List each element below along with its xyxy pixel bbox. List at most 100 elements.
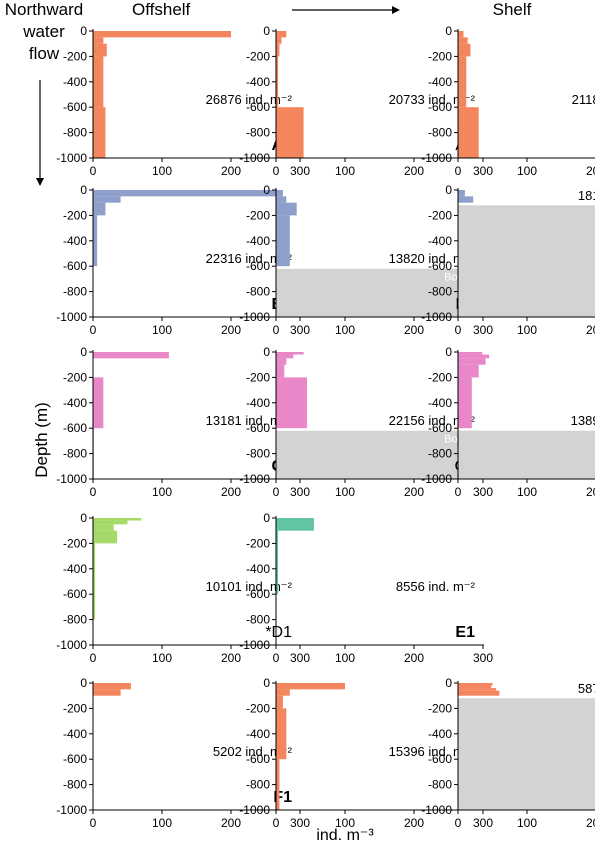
right-arrow-icon <box>292 6 400 14</box>
bottom-area <box>276 268 483 317</box>
bar <box>276 202 297 216</box>
y-tick-label: 0 <box>80 183 87 197</box>
y-tick-label: -1000 <box>56 638 87 652</box>
bar <box>458 358 486 365</box>
y-tick-label: -800 <box>428 285 452 299</box>
y-tick-label: -400 <box>246 396 270 410</box>
bar <box>93 352 169 359</box>
total-abundance-label: 13892 ind. m⁻² <box>571 413 595 428</box>
y-tick-label: -1000 <box>239 803 270 817</box>
bar <box>93 524 114 531</box>
bar <box>276 43 280 57</box>
x-tick-label: 0 <box>90 651 97 665</box>
bar <box>276 354 294 359</box>
y-tick-label: -800 <box>246 285 270 299</box>
y-tick-label: -1000 <box>239 472 270 486</box>
x-tick-label: 100 <box>152 485 172 499</box>
x-tick-label: 200 <box>404 651 424 665</box>
x-tick-label: 0 <box>273 323 280 337</box>
x-tick-label: 200 <box>404 816 424 830</box>
bar <box>458 43 471 57</box>
y-tick-label: -600 <box>246 587 270 601</box>
y-tick-label: -200 <box>63 208 87 222</box>
panel-b3: Bottom0-200-400-600-800-1000010020030018… <box>421 183 595 337</box>
total-abundance-label: 15396 ind. m⁻² <box>389 744 476 759</box>
bar <box>93 377 104 429</box>
y-tick-label: -400 <box>428 396 452 410</box>
x-axis-title: ind. m⁻³ <box>316 827 374 844</box>
x-tick-label: 0 <box>90 816 97 830</box>
bar <box>276 37 282 44</box>
total-abundance-label: 1812 ind. m⁻² <box>578 188 595 203</box>
y-tick-label: -600 <box>63 259 87 273</box>
x-tick-label: 0 <box>455 323 462 337</box>
x-tick-label: 100 <box>152 816 172 830</box>
y-tick-label: -600 <box>428 421 452 435</box>
panel-c3: Bottom0-200-400-600-800-1000010020030013… <box>421 345 595 499</box>
y-tick-label: -1000 <box>56 472 87 486</box>
y-tick-label: -1000 <box>421 151 452 165</box>
bottom-area <box>458 698 595 810</box>
y-tick-label: -400 <box>246 562 270 576</box>
panel-a3: 0-200-400-600-800-1000010020030021184 in… <box>421 24 595 178</box>
y-tick-label: -800 <box>63 285 87 299</box>
bar <box>458 352 483 355</box>
y-axis-title: Depth (m) <box>32 402 51 478</box>
y-tick-label: 0 <box>445 345 452 359</box>
x-tick-label: 300 <box>473 323 493 337</box>
x-tick-label: 100 <box>152 323 172 337</box>
y-tick-label: -1000 <box>239 151 270 165</box>
y-tick-label: 0 <box>80 345 87 359</box>
bar <box>458 690 500 696</box>
y-tick-label: -400 <box>428 234 452 248</box>
y-tick-label: -1000 <box>421 803 452 817</box>
y-tick-label: -800 <box>63 447 87 461</box>
x-tick-label: 0 <box>273 816 280 830</box>
x-tick-label: 0 <box>90 323 97 337</box>
y-tick-label: -800 <box>63 778 87 792</box>
y-tick-label: -200 <box>428 701 452 715</box>
x-tick-label: 200 <box>586 323 595 337</box>
y-tick-label: 0 <box>263 24 270 38</box>
panel-label: *D1 <box>265 624 292 641</box>
bar <box>276 377 308 429</box>
y-tick-label: -400 <box>246 727 270 741</box>
y-tick-label: -400 <box>63 234 87 248</box>
x-tick-label: 200 <box>586 816 595 830</box>
bar <box>276 708 287 760</box>
y-tick-label: -200 <box>246 701 270 715</box>
bar <box>276 352 304 355</box>
total-abundance-label: 20733 ind. m⁻² <box>389 92 476 107</box>
y-tick-label: -200 <box>428 370 452 384</box>
bar <box>276 530 279 595</box>
x-tick-label: 0 <box>455 485 462 499</box>
bar <box>458 377 472 429</box>
bar <box>276 215 290 267</box>
x-tick-label: 300 <box>290 164 310 178</box>
shelf-header: Shelf <box>493 0 532 19</box>
y-tick-label: -400 <box>63 562 87 576</box>
x-tick-label: 300 <box>290 651 310 665</box>
y-tick-label: 0 <box>263 676 270 690</box>
y-tick-label: -800 <box>428 447 452 461</box>
y-tick-label: -200 <box>63 701 87 715</box>
y-tick-label: -200 <box>63 536 87 550</box>
y-tick-label: -800 <box>428 778 452 792</box>
total-abundance-label: 8556 ind. m⁻² <box>396 579 476 594</box>
y-tick-label: 0 <box>80 676 87 690</box>
y-tick-label: -800 <box>246 126 270 140</box>
y-tick-label: -600 <box>63 587 87 601</box>
y-tick-label: -600 <box>246 752 270 766</box>
total-abundance-label: 5202 ind. m⁻² <box>213 744 293 759</box>
y-tick-label: -1000 <box>239 310 270 324</box>
bar <box>93 56 104 108</box>
y-tick-label: -600 <box>428 100 452 114</box>
x-tick-label: 100 <box>517 164 537 178</box>
bar <box>458 56 467 108</box>
